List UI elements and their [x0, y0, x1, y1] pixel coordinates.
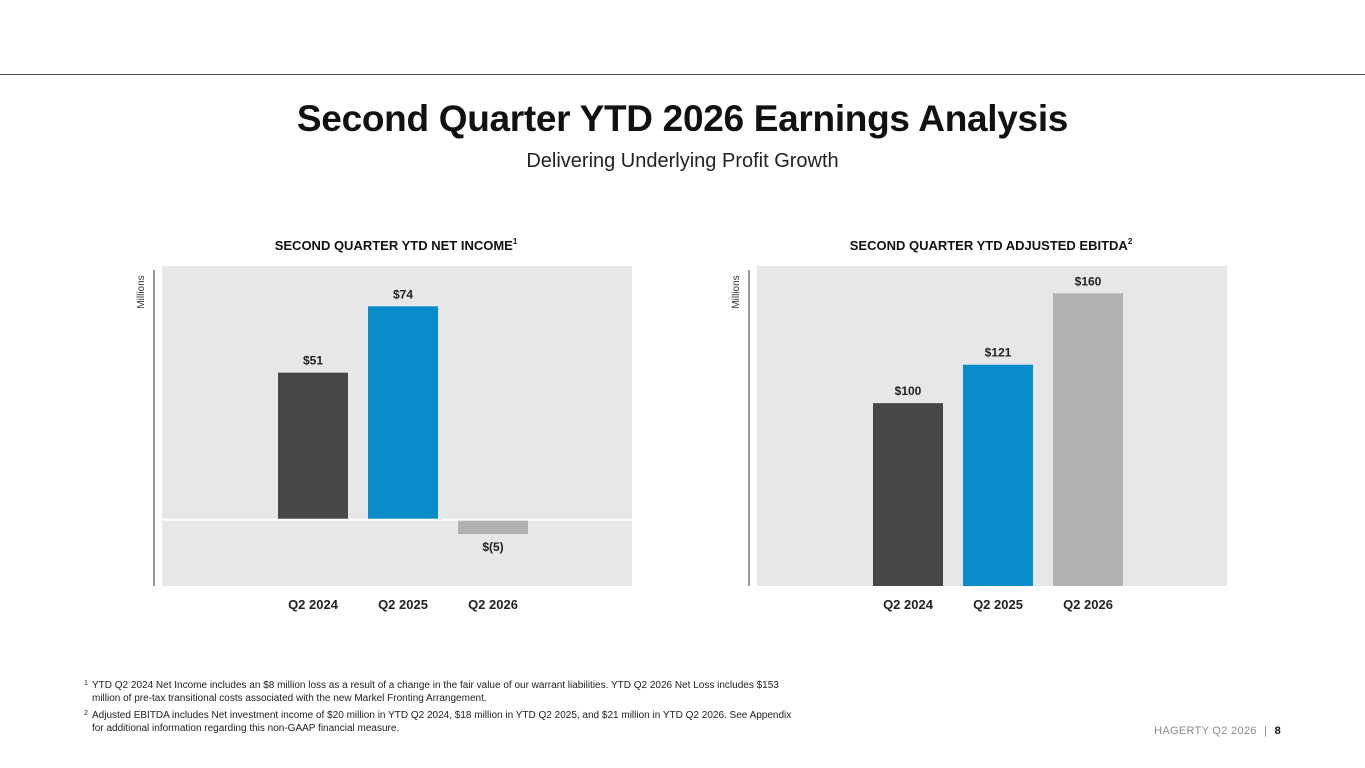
footer-separator: |: [1264, 725, 1268, 737]
bar-q2-2024: [873, 403, 943, 586]
data-label: $51: [303, 354, 323, 368]
x-tick-label: Q2 2024: [883, 597, 934, 612]
footnote-text: Adjusted EBITDA includes Net investment …: [92, 710, 792, 734]
data-label: $100: [895, 384, 922, 398]
footnotes: 1 YTD Q2 2024 Net Income includes an $8 …: [84, 679, 804, 739]
bar-q2-2026: [1053, 293, 1123, 586]
bar-q2-2025: [963, 364, 1033, 586]
data-label: $74: [393, 287, 413, 301]
footnote-marker: 2: [84, 710, 88, 717]
chart-title-text: SECOND QUARTER YTD ADJUSTED EBITDA: [849, 238, 1128, 253]
footer-period: Q2 2026: [1212, 725, 1257, 737]
x-tick-label: Q2 2025: [973, 597, 1023, 612]
footnote-marker: 1: [84, 680, 88, 687]
page-footer: HAGERTY Q2 2026 | 8: [1154, 725, 1281, 737]
footnote-2: 2 Adjusted EBITDA includes Net investmen…: [84, 709, 804, 735]
footnote-1: 1 YTD Q2 2024 Net Income includes an $8 …: [84, 679, 804, 705]
bar-q2-2026: [458, 520, 528, 535]
page-subtitle: Delivering Underlying Profit Growth: [526, 150, 839, 172]
bar-q2-2024: [278, 372, 348, 519]
y-axis-label: Millions: [731, 275, 742, 308]
x-tick-label: Q2 2025: [378, 597, 428, 612]
x-tick-label: Q2 2026: [468, 597, 518, 612]
chart-title-text: SECOND QUARTER YTD NET INCOME: [274, 238, 513, 253]
footnote-text: YTD Q2 2024 Net Income includes an $8 mi…: [92, 680, 779, 704]
data-label: $121: [985, 346, 1012, 360]
chart-title: SECOND QUARTER YTD ADJUSTED EBITDA2: [715, 237, 1267, 253]
chart-title-footnote-marker: 1: [512, 237, 518, 246]
page-number: 8: [1274, 725, 1281, 737]
top-divider: [0, 74, 1365, 75]
net-income-chart: SECOND QUARTER YTD NET INCOME1 Millions $…: [120, 230, 680, 620]
data-label: $(5): [482, 540, 503, 554]
adjusted-ebitda-chart: SECOND QUARTER YTD ADJUSTED EBITDA2 Mill…: [715, 230, 1275, 620]
x-tick-label: Q2 2026: [1063, 597, 1113, 612]
data-label: $160: [1075, 274, 1102, 288]
page-title: Second Quarter YTD 2026 Earnings Analysi…: [296, 98, 1069, 139]
y-axis-label: Millions: [136, 275, 147, 308]
adjusted-ebitda-chart-svg: Millions $100 Q2 2024 $121 Q2 2025 $160 Q2 202…: [731, 266, 1227, 612]
net-income-chart-svg: Millions $51 Q2 2024 $74 Q2 2025 $(5) Q2 2026: [136, 266, 632, 612]
chart-title-footnote-marker: 2: [1127, 237, 1133, 246]
footer-company: HAGERTY: [1154, 725, 1210, 737]
bar-q2-2025: [368, 306, 438, 519]
x-tick-label: Q2 2024: [288, 597, 339, 612]
chart-title: SECOND QUARTER YTD NET INCOME1: [120, 237, 672, 253]
